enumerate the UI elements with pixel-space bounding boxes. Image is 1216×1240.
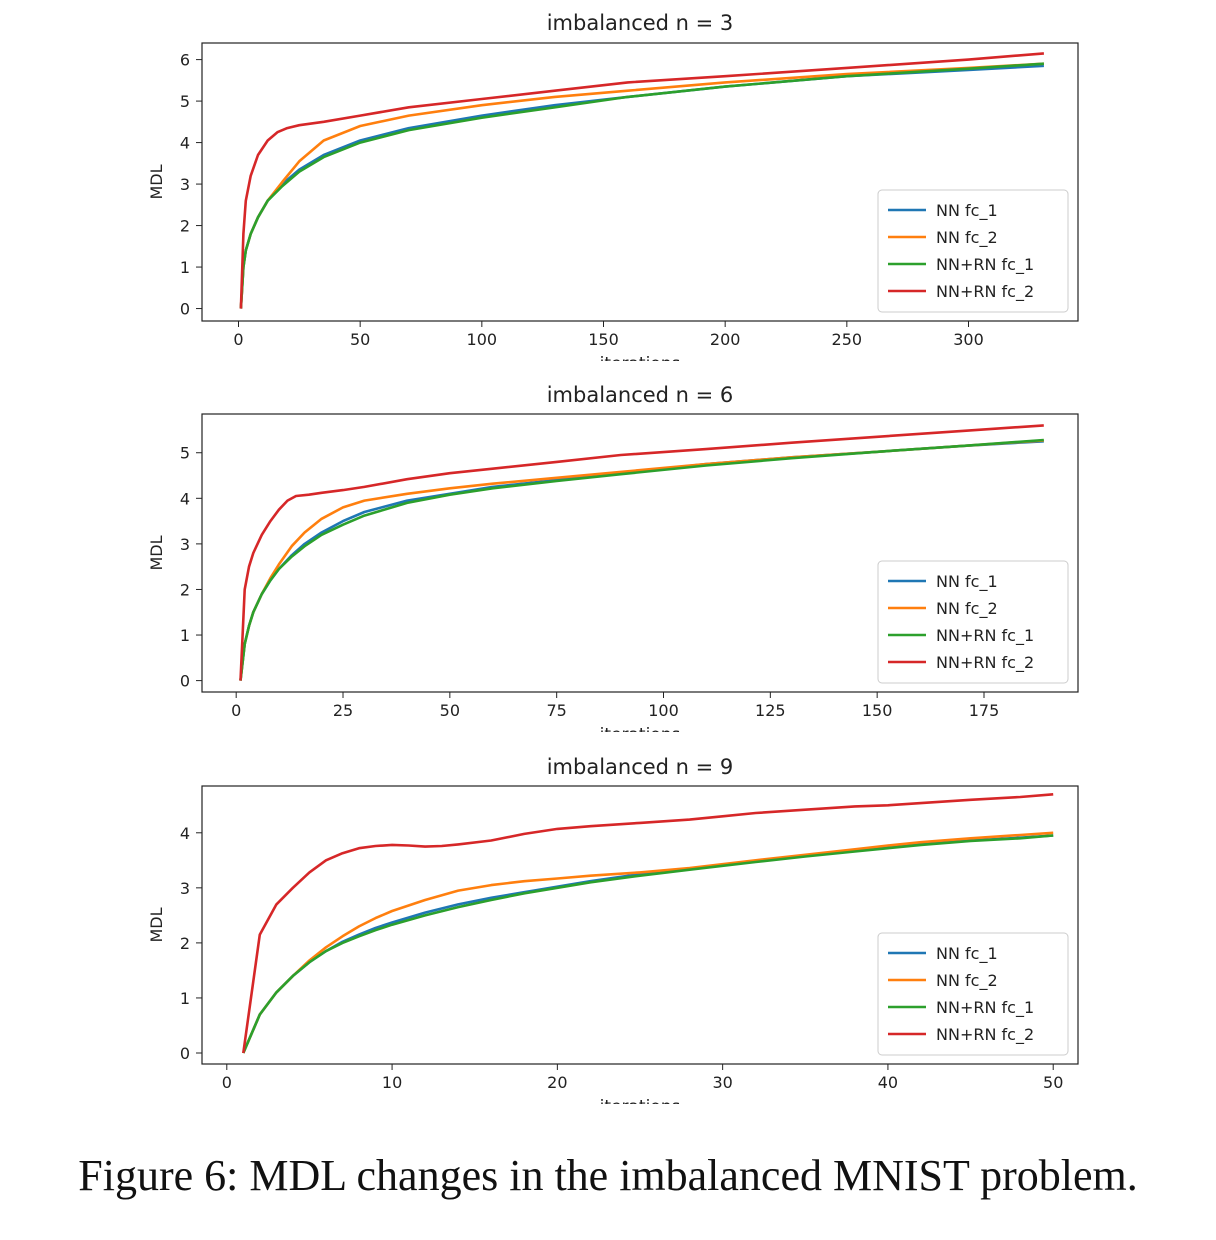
x-tick-label: 300 — [953, 330, 984, 349]
x-tick-label: 0 — [231, 701, 241, 720]
x-tick-label: 50 — [350, 330, 370, 349]
x-tick-label: 0 — [222, 1073, 232, 1092]
x-tick-label: 50 — [440, 701, 460, 720]
y-tick-label: 1 — [180, 989, 190, 1008]
x-axis-label: iterations — [600, 354, 681, 374]
legend-label: NN fc_2 — [936, 599, 998, 619]
legend-label: NN+RN fc_2 — [936, 1025, 1034, 1045]
y-tick-label: 3 — [180, 175, 190, 194]
series-line-nn-rn-fc-1 — [239, 438, 1044, 681]
x-tick-label: 25 — [333, 701, 353, 720]
legend: NN fc_1 NN fc_2 NN+RN fc_1 NN+RN fc_2 — [877, 932, 1069, 1056]
series-line-nn-rn-fc-1 — [239, 62, 1044, 309]
y-tick-label: 5 — [180, 444, 190, 463]
y-tick-label: 0 — [180, 1044, 190, 1063]
legend-label: NN fc_1 — [936, 201, 998, 221]
series-line-nn-fc-2 — [242, 831, 1054, 1054]
y-tick-label: 2 — [180, 580, 190, 599]
y-tick-label: 6 — [180, 51, 190, 70]
y-tick-label: 4 — [180, 134, 190, 153]
figure-caption: Figure 6: MDL changes in the imbalanced … — [78, 1151, 1138, 1200]
y-axis-label: MDL — [147, 907, 166, 942]
x-tick-label: 250 — [832, 330, 863, 349]
x-tick-label: 150 — [862, 701, 893, 720]
y-tick-label: 0 — [180, 672, 190, 691]
legend-label: NN fc_2 — [936, 971, 998, 991]
x-tick-label: 175 — [969, 701, 1000, 720]
legend-label: NN+RN fc_1 — [936, 626, 1034, 646]
x-tick-label: 10 — [382, 1073, 402, 1092]
chart-panel-2: imbalanced n = 6 0 25 50 75 100 125 150 175 0 1 2 3 4… — [147, 383, 1079, 745]
legend-label: NN fc_1 — [936, 572, 998, 592]
legend-label: NN fc_1 — [936, 944, 998, 964]
x-tick-label: 50 — [1043, 1073, 1063, 1092]
y-tick-label: 4 — [180, 824, 190, 843]
series-line-nn-rn-fc-1 — [242, 834, 1054, 1054]
chart-panel-3: imbalanced n = 9 0 10 20 30 40 50 0 1 2 3 4 iteratio… — [147, 755, 1079, 1117]
y-tick-label: 3 — [180, 535, 190, 554]
x-tick-label: 30 — [712, 1073, 732, 1092]
chart-title: imbalanced n = 9 — [547, 755, 734, 779]
chart-title: imbalanced n = 3 — [547, 11, 734, 35]
series-line-nn-rn-fc-2 — [239, 52, 1045, 309]
x-tick-label: 100 — [467, 330, 498, 349]
chart-title: imbalanced n = 6 — [547, 383, 734, 407]
x-tick-label: 200 — [710, 330, 741, 349]
x-tick-label: 20 — [547, 1073, 567, 1092]
y-tick-label: 4 — [180, 489, 190, 508]
legend-label: NN+RN fc_2 — [936, 282, 1034, 302]
y-tick-label: 5 — [180, 92, 190, 111]
x-tick-label: 150 — [588, 330, 619, 349]
x-tick-label: 40 — [878, 1073, 898, 1092]
legend-label: NN fc_2 — [936, 228, 998, 248]
y-tick-label: 1 — [180, 626, 190, 645]
y-tick-label: 3 — [180, 879, 190, 898]
y-tick-label: 0 — [180, 300, 190, 319]
x-tick-label: 75 — [546, 701, 566, 720]
legend: NN fc_1 NN fc_2 NN+RN fc_1 NN+RN fc_2 — [877, 560, 1069, 684]
x-axis-label: iterations — [600, 725, 681, 745]
legend-label: NN+RN fc_2 — [936, 653, 1034, 673]
series-line-nn-rn-fc-2 — [242, 793, 1054, 1054]
legend-box — [877, 189, 1069, 313]
y-axis-label: MDL — [147, 535, 166, 570]
y-tick-label: 2 — [180, 934, 190, 953]
chart-panel-1: imbalanced n = 3 0 50 100 150 200 250 300 0 1 2 3 4 5… — [147, 11, 1079, 374]
x-tick-label: 0 — [233, 330, 243, 349]
x-tick-label: 100 — [648, 701, 679, 720]
series-line-nn-rn-fc-2 — [239, 424, 1044, 681]
legend-label: NN+RN fc_1 — [936, 998, 1034, 1018]
legend-box — [877, 560, 1069, 684]
legend-label: NN+RN fc_1 — [936, 255, 1034, 275]
legend-box — [877, 932, 1069, 1056]
y-tick-label: 2 — [180, 217, 190, 236]
y-tick-label: 1 — [180, 258, 190, 277]
x-tick-label: 125 — [755, 701, 786, 720]
legend: NN fc_1 NN fc_2 NN+RN fc_1 NN+RN fc_2 — [877, 189, 1069, 313]
y-axis-label: MDL — [147, 164, 166, 199]
x-axis-label: iterations — [600, 1097, 681, 1117]
